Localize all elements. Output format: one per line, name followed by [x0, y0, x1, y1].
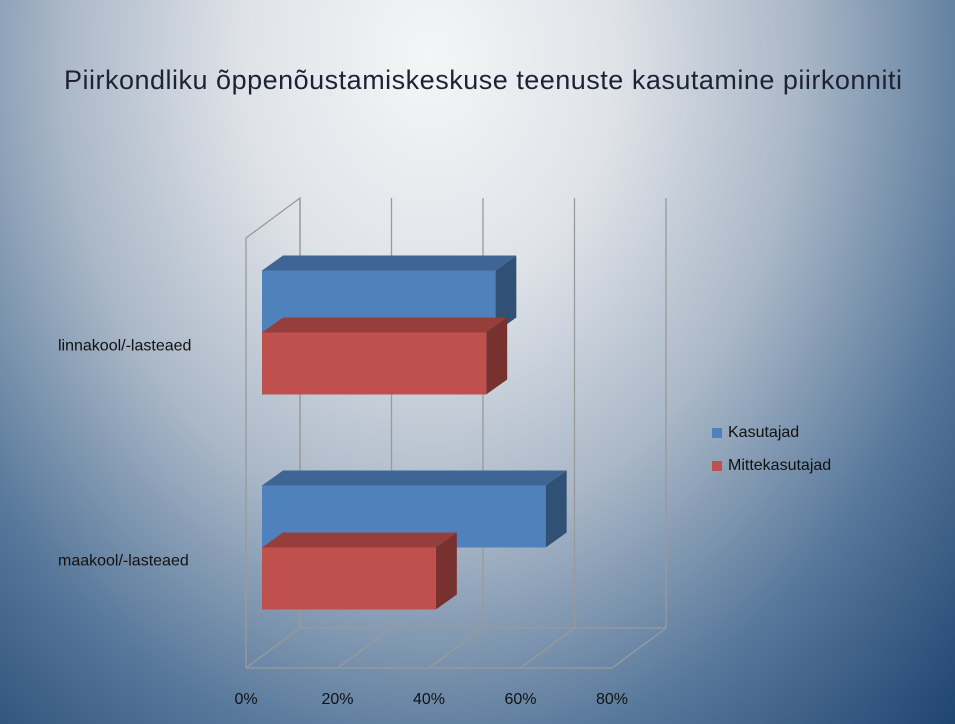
floor-grid-line — [429, 628, 483, 668]
legend-label: Mittekasutajad — [728, 457, 831, 474]
x-tick-label: 20% — [321, 691, 353, 708]
legend-label: Kasutajad — [728, 424, 799, 441]
chart: 0% 20% 40% 60% 80% linnakool/-lasteaed maakool… — [0, 0, 955, 724]
slide: Piirkondliku õppenõustamiskeskuse teenus… — [0, 0, 955, 724]
x-tick-label: 80% — [596, 691, 628, 708]
floor-grid-line — [521, 628, 575, 668]
bar-top — [262, 318, 507, 333]
x-tick-label: 40% — [413, 691, 445, 708]
floor-grid-line — [612, 628, 666, 668]
legend-swatch — [712, 428, 722, 438]
bar-top — [262, 256, 516, 271]
bar — [262, 333, 486, 395]
floor-grid-line — [246, 628, 300, 668]
y-tick-label: maakool/-lasteaed — [58, 553, 189, 570]
y-tick-label: linnakool/-lasteaed — [58, 338, 191, 355]
floor-grid-line — [338, 628, 392, 668]
bar — [262, 548, 436, 610]
bar-top — [262, 533, 457, 548]
x-tick-label: 0% — [234, 691, 257, 708]
legend-swatch — [712, 461, 722, 471]
x-tick-label: 60% — [504, 691, 536, 708]
bar-top — [262, 471, 567, 486]
